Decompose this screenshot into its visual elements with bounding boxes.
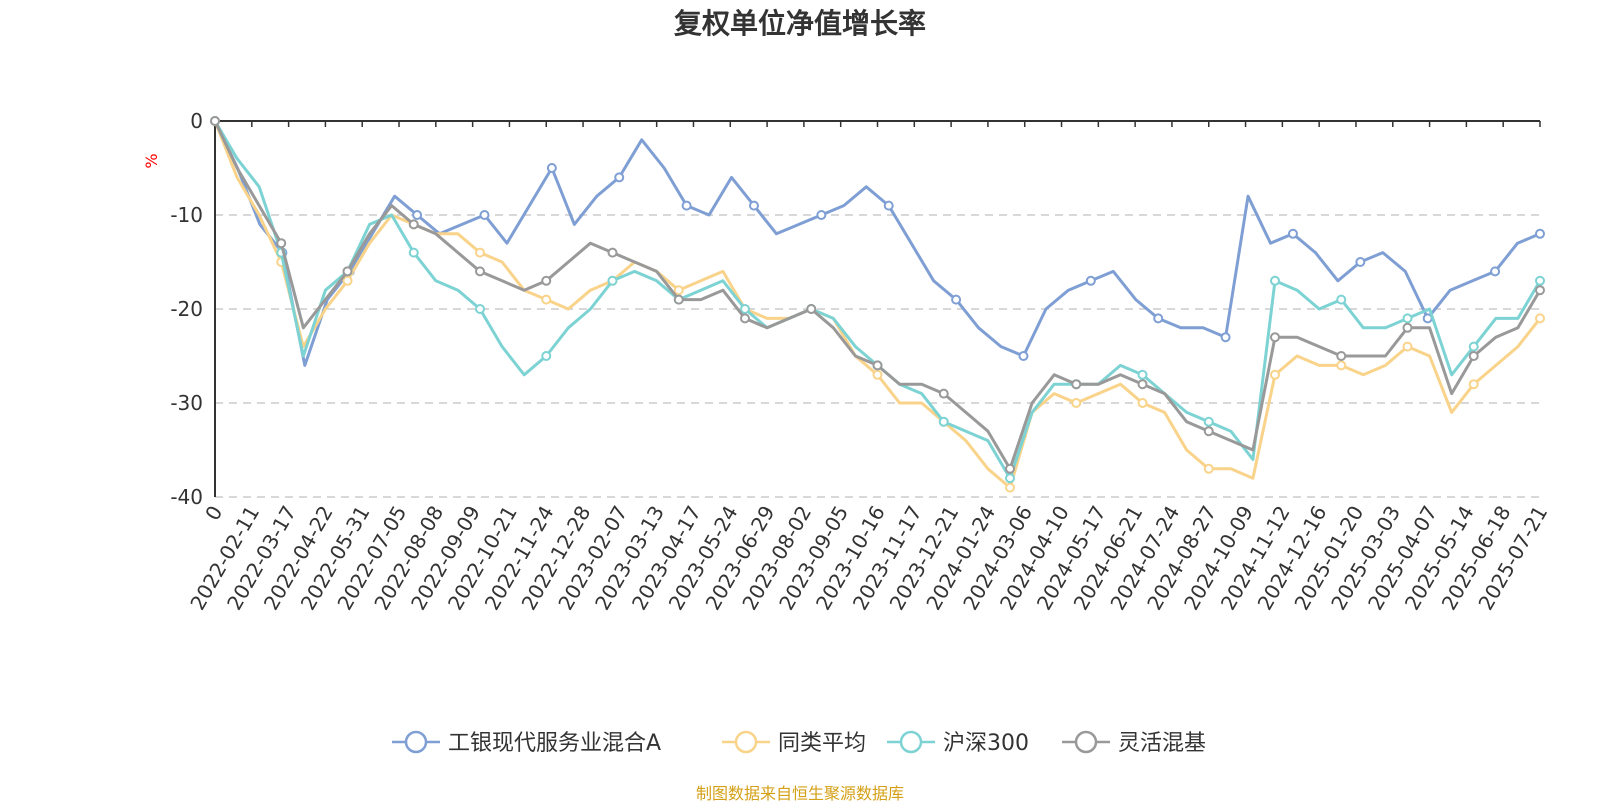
- series-point: [1535, 285, 1545, 296]
- series-point: [1535, 228, 1545, 239]
- series-point: [475, 266, 485, 277]
- x-tick-label: 0: [200, 502, 227, 525]
- series-point: [408, 219, 419, 230]
- series-point: [816, 210, 827, 220]
- series-point: [541, 294, 552, 305]
- series-point: [1005, 482, 1015, 493]
- series-point: [1071, 398, 1082, 408]
- series-point: [607, 247, 618, 258]
- legend-label: 灵活混基: [1118, 731, 1206, 756]
- series-point: [1203, 426, 1214, 437]
- legend-label: 同类平均: [778, 731, 866, 756]
- legend-marker: [1074, 730, 1098, 754]
- legend-item[interactable]: 工银现代服务业混合A: [392, 730, 661, 756]
- legend-marker: [734, 730, 758, 754]
- legend-item[interactable]: 沪深300: [887, 730, 1029, 756]
- series-point: [872, 360, 883, 371]
- legend-label: 沪深300: [943, 731, 1029, 756]
- series-point: [1336, 360, 1347, 371]
- series-point: [740, 313, 750, 324]
- series-point: [1270, 369, 1280, 380]
- series-point: [1336, 351, 1347, 361]
- series-point: [546, 163, 557, 173]
- series-point: [673, 285, 684, 296]
- legend-label: 工银现代服务业混合A: [448, 731, 661, 756]
- series-point: [1355, 257, 1366, 267]
- series-point: [740, 304, 750, 314]
- series-point: [938, 416, 949, 427]
- series-point: [342, 275, 353, 286]
- x-tick-labels: 02022-02-112022-03-172022-04-222022-05-3…: [185, 502, 1552, 615]
- series-point: [1085, 275, 1096, 286]
- series-point: [1402, 313, 1413, 324]
- series-point: [541, 351, 552, 361]
- series-point: [408, 247, 419, 258]
- y-tick-labels: 0 -10 -20 -30 -40: [170, 109, 203, 509]
- series-0: [210, 116, 1545, 367]
- series-point: [1468, 379, 1479, 390]
- series-point: [1287, 228, 1298, 239]
- series-point: [1402, 322, 1413, 333]
- series-point: [1137, 398, 1148, 408]
- series-point: [1402, 341, 1413, 352]
- series-point: [1005, 473, 1015, 484]
- series-point: [1203, 416, 1214, 427]
- series-point: [1137, 379, 1148, 390]
- series-point: [1270, 332, 1280, 343]
- series-point: [1018, 351, 1029, 361]
- series-point: [1220, 332, 1231, 343]
- series-point: [872, 369, 883, 380]
- series-3: [210, 116, 1545, 474]
- legend-item[interactable]: 同类平均: [722, 730, 866, 756]
- series-point: [681, 200, 692, 211]
- series-point: [342, 266, 353, 277]
- y-tick-label: -30: [170, 391, 203, 415]
- y-tick-label: -10: [170, 203, 203, 227]
- series-point: [806, 304, 817, 314]
- series-point: [276, 238, 287, 249]
- legend-marker: [899, 730, 923, 754]
- series-point: [673, 294, 684, 305]
- series-point: [1270, 275, 1280, 286]
- series-point: [1468, 341, 1479, 352]
- series-point: [1203, 463, 1214, 474]
- series-lines: [210, 116, 1545, 493]
- series-point: [475, 247, 485, 258]
- legend[interactable]: 工银现代服务业混合A 同类平均 沪深300 灵活混基: [392, 730, 1206, 756]
- source-note: 制图数据来自恒生聚源数据库: [695, 784, 904, 803]
- series-point: [748, 200, 759, 211]
- series-point: [614, 172, 625, 183]
- series-point: [475, 304, 485, 314]
- series-point: [1468, 351, 1479, 361]
- series-point: [1535, 313, 1545, 324]
- axes: [214, 120, 1541, 497]
- series-point: [607, 275, 618, 286]
- grid-lines: [215, 214, 1540, 498]
- series-point: [1071, 379, 1082, 390]
- series-point: [479, 210, 490, 220]
- series-2: [210, 116, 1545, 484]
- series-line: [213, 120, 1541, 367]
- series-point: [541, 275, 552, 286]
- chart-title: 复权单位净值增长率: [673, 7, 926, 40]
- series-point: [883, 200, 894, 211]
- y-tick-label: 0: [190, 109, 203, 133]
- series-point: [412, 210, 423, 220]
- series-point: [1336, 294, 1347, 305]
- series-point: [951, 294, 962, 305]
- series-point: [1153, 313, 1164, 324]
- series-point: [1005, 463, 1015, 474]
- y-tick-label: -40: [170, 485, 203, 509]
- series-point: [1490, 266, 1501, 277]
- series-point: [210, 116, 220, 126]
- y-tick-label: -20: [170, 297, 203, 321]
- series-point: [938, 388, 949, 399]
- series-point: [1535, 275, 1545, 286]
- legend-marker: [404, 730, 428, 754]
- series-point: [1137, 369, 1148, 380]
- legend-item[interactable]: 灵活混基: [1062, 730, 1206, 756]
- y-axis-label: %: [142, 153, 161, 168]
